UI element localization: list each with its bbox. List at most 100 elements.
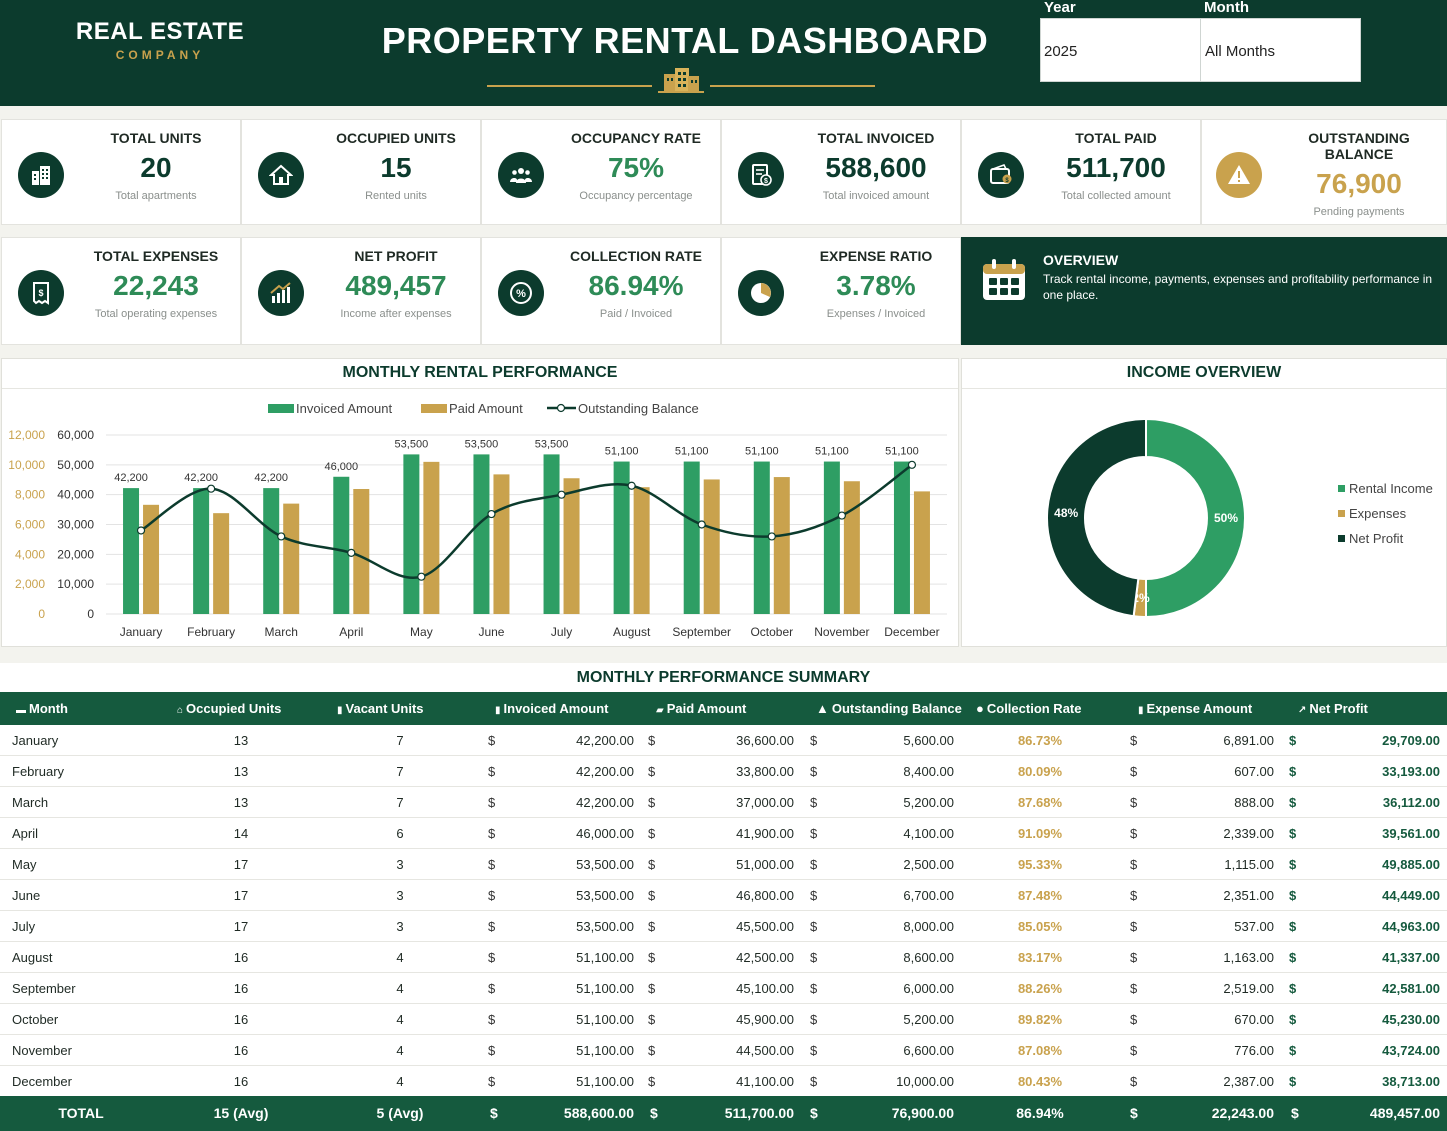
cell-expense-amount: 888.00 <box>1234 795 1274 810</box>
y2-tick-label: 0 <box>38 607 45 621</box>
currency-symbol: $ <box>1289 1043 1297 1058</box>
invoice-icon: $ <box>738 152 784 198</box>
legend-swatch <box>1338 485 1345 492</box>
data-label: 42,200 <box>254 472 288 484</box>
currency-symbol: $ <box>810 1043 818 1058</box>
door-icon: ▮ <box>337 705 343 716</box>
bar-paid <box>423 461 440 614</box>
total-collection-rate: 86.94% <box>1016 1105 1064 1121</box>
col-label: Net Profit <box>1309 701 1368 716</box>
col-expense-amount[interactable]: ▮ Expense Amount <box>1138 692 1252 725</box>
brand-name: REAL ESTATE <box>75 18 245 45</box>
line-point <box>837 511 846 520</box>
line-point <box>627 481 636 490</box>
title-divider-left <box>487 85 652 87</box>
monthly-rental-performance-chart: MONTHLY RENTAL PERFORMANCE 0 10,000 20,000… <box>1 358 959 647</box>
cell-expense-amount: 776.00 <box>1234 1043 1274 1058</box>
bar-invoiced <box>543 454 560 614</box>
kpi-title: OCCUPIED UNITS <box>336 130 456 146</box>
cell-collection-rate: 83.17% <box>1017 950 1063 965</box>
currency-symbol: $ <box>1130 826 1138 841</box>
year-value: 2025 <box>1044 43 1078 60</box>
legend-swatch-invoiced <box>268 404 294 413</box>
cell-occupied-units: 17 <box>233 857 249 872</box>
kpi-title: OCCUPANCY RATE <box>571 130 701 146</box>
currency-symbol: $ <box>1289 1074 1297 1089</box>
currency-symbol: $ <box>648 1074 656 1089</box>
cell-occupied-units: 17 <box>233 919 249 934</box>
kpi-collection-rate: % COLLECTION RATE 86.94% Paid / Invoiced <box>481 237 721 345</box>
cell-expense-amount: 607.00 <box>1234 764 1274 779</box>
month-value: All Months <box>1205 43 1276 60</box>
cell-paid-amount: 42,500.00 <box>736 950 794 965</box>
legend-swatch-paid <box>421 404 447 413</box>
cell-collection-rate: 85.05% <box>1017 919 1063 934</box>
year-label: Year <box>1044 0 1076 16</box>
cell-vacant-units: 6 <box>396 826 404 841</box>
line-point <box>417 572 426 581</box>
buildings-icon <box>658 68 704 93</box>
cell-occupied-units: 13 <box>233 733 249 748</box>
data-label: 51,100 <box>815 446 849 458</box>
data-label: 51,100 <box>675 446 709 458</box>
data-label: 53,500 <box>395 438 429 450</box>
col-paid-amount[interactable]: ▰ Paid Amount <box>656 692 746 725</box>
col-occupied-units[interactable]: ⌂ Occupied Units <box>177 692 281 725</box>
cell-outstanding-balance: 5,200.00 <box>903 1012 954 1027</box>
cell-collection-rate: 87.68% <box>1017 795 1063 810</box>
year-filter[interactable]: 2025 <box>1040 18 1201 82</box>
title-divider-right <box>710 85 875 87</box>
col-label: Occupied Units <box>186 701 282 716</box>
kpi-title: TOTAL PAID <box>1075 130 1157 146</box>
pie-icon <box>738 270 784 316</box>
currency-symbol: $ <box>1130 1012 1138 1027</box>
bar-line-chart: 0 10,000 20,000 30,000 40,000 50,000 60,000 0 2,… <box>8 401 947 639</box>
cell-invoiced-amount: 42,200.00 <box>576 764 634 779</box>
kpi-value: 75% <box>607 152 665 183</box>
currency-symbol: $ <box>648 981 656 996</box>
kpi-net-profit: NET PROFIT 489,457 Income after expenses <box>241 237 481 345</box>
cell-outstanding-balance: 2,500.00 <box>903 857 954 872</box>
cell-collection-rate: 95.33% <box>1017 857 1063 872</box>
cell-outstanding-balance: 6,600.00 <box>903 1043 954 1058</box>
kpi-title: EXPENSE RATIO <box>819 248 933 264</box>
cell-invoiced-amount: 53,500.00 <box>576 919 634 934</box>
legend-label: Net Profit <box>1349 531 1404 546</box>
line-point <box>347 548 356 557</box>
col-outstanding-balance[interactable]: ▲ Outstanding Balance <box>816 692 962 725</box>
cell-expense-amount: 670.00 <box>1234 1012 1274 1027</box>
col-label: Paid Amount <box>666 701 747 716</box>
cell-paid-amount: 45,100.00 <box>736 981 794 996</box>
col-collection-rate[interactable]: ● Collection Rate <box>976 692 1081 725</box>
kpi-subtitle: Pending payments <box>1313 206 1405 218</box>
total-expenses: 22,243.00 <box>1211 1105 1274 1121</box>
kpi-total-units: TOTAL UNITS 20 Total apartments <box>1 119 241 225</box>
cell-net-profit: 44,449.00 <box>1382 888 1440 903</box>
bar-paid <box>493 474 510 614</box>
cell-outstanding-balance: 6,700.00 <box>903 888 954 903</box>
cell-vacant-units: 4 <box>396 1074 404 1089</box>
month-filter[interactable]: All Months <box>1200 18 1361 82</box>
cell-month: September <box>12 981 76 996</box>
currency-symbol: $ <box>1130 733 1138 748</box>
col-invoiced-amount[interactable]: ▮ Invoiced Amount <box>495 692 608 725</box>
kpi-value: 3.78% <box>836 270 916 301</box>
x-tick-label: June <box>478 625 504 639</box>
line-point <box>697 520 706 529</box>
cell-occupied-units: 16 <box>233 1012 249 1027</box>
y2-tick-label: 10,000 <box>8 458 45 472</box>
bar-invoiced <box>683 461 700 614</box>
col-label: Vacant Units <box>345 701 424 716</box>
y2-tick-label: 6,000 <box>15 518 45 532</box>
col-vacant-units[interactable]: ▮ Vacant Units <box>337 692 424 725</box>
col-net-profit[interactable]: ↗ Net Profit <box>1298 692 1368 725</box>
cell-outstanding-balance: 8,400.00 <box>903 764 954 779</box>
currency-symbol: $ <box>488 1012 496 1027</box>
col-month[interactable]: ▬ Month <box>16 692 68 725</box>
currency-symbol: $ <box>648 1043 656 1058</box>
table-row: January 13 7 $42,200.00 $36,600.00 $5,600.00 8… <box>0 725 1447 756</box>
currency-symbol: $ <box>648 950 656 965</box>
kpi-value: 489,457 <box>345 270 447 301</box>
house-icon: ⌂ <box>177 705 184 716</box>
